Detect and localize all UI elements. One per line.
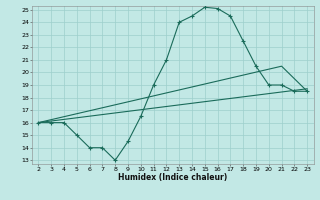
X-axis label: Humidex (Indice chaleur): Humidex (Indice chaleur) bbox=[118, 173, 228, 182]
